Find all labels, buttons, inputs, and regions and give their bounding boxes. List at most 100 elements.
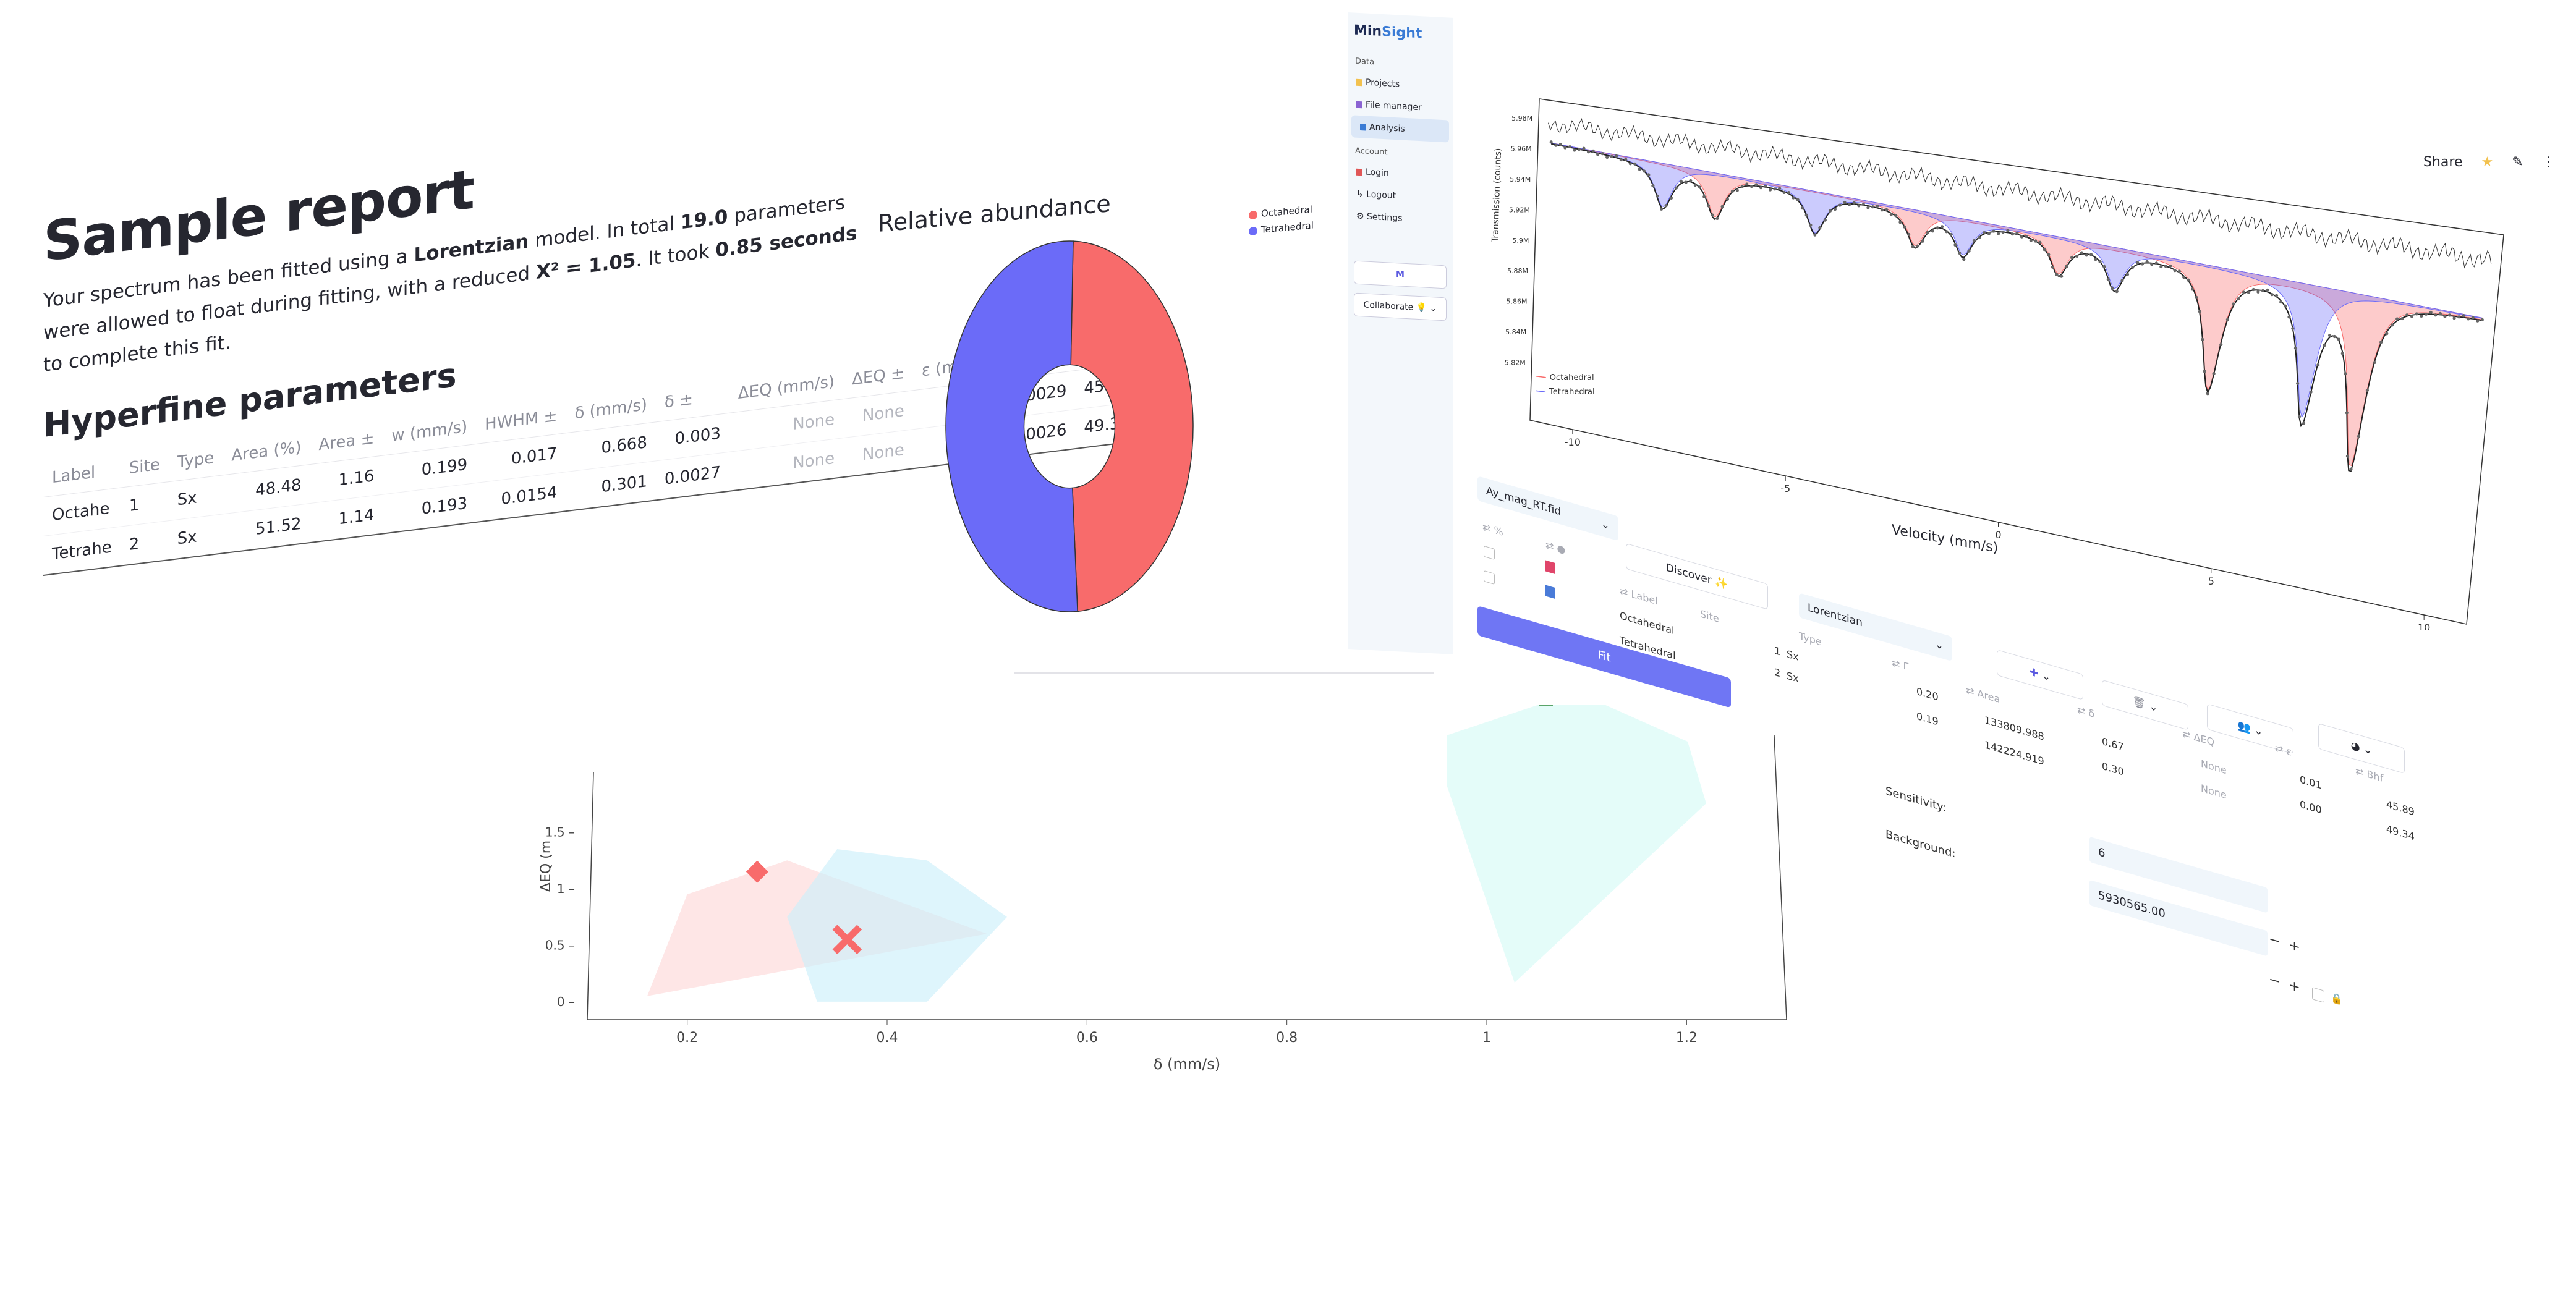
- home-icon: M: [1396, 269, 1405, 280]
- row-eps[interactable]: 0.00: [2300, 798, 2322, 816]
- row-type[interactable]: Sx: [1787, 669, 1799, 685]
- data-point: [2080, 251, 2084, 255]
- lock-checkbox[interactable]: [2312, 987, 2324, 1003]
- data-point: [1953, 243, 1957, 247]
- data-point: [2327, 334, 2332, 337]
- data-point: [1698, 185, 1702, 189]
- background-stepper[interactable]: − +: [2269, 931, 2300, 956]
- row-delta[interactable]: 0.30: [2102, 760, 2124, 778]
- data-point: [2438, 311, 2442, 315]
- share-button[interactable]: Share: [2423, 154, 2463, 170]
- row-color-octahedral[interactable]: [1545, 560, 1555, 575]
- data-point: [1605, 155, 1609, 159]
- data-point: [2047, 253, 2051, 256]
- data-point: [1554, 143, 1558, 147]
- row-bhf[interactable]: 49.34: [2386, 823, 2415, 843]
- data-point: [2051, 265, 2055, 269]
- data-point: [1972, 239, 1976, 243]
- data-point: [2060, 274, 2064, 278]
- data-point: [2283, 304, 2287, 308]
- data-point: [2457, 315, 2461, 319]
- row-area[interactable]: 133809.988: [1984, 714, 2044, 743]
- row-deq[interactable]: None: [2201, 757, 2227, 777]
- row-delta[interactable]: 0.67: [2102, 735, 2124, 753]
- folder-icon: [1356, 78, 1362, 86]
- data-point: [2237, 297, 2240, 300]
- row-gamma[interactable]: 0.20: [1916, 685, 1939, 703]
- data-point: [1987, 232, 1991, 235]
- add-component-button[interactable]: ✚ ⌄: [1997, 649, 2083, 701]
- row-area[interactable]: 142224.919: [1984, 739, 2044, 768]
- col-site-header: Site: [1700, 607, 1719, 625]
- data-point: [1759, 186, 1763, 190]
- x-axis-label: δ (mm/s): [1154, 1056, 1220, 1073]
- logo-text-b: Sight: [1382, 23, 1422, 42]
- data-point: [1992, 229, 1996, 233]
- data-point: [1866, 206, 1870, 209]
- row-checkbox[interactable]: [1484, 545, 1495, 561]
- sidebar-home-button[interactable]: M: [1354, 260, 1447, 289]
- row-deq[interactable]: None: [2201, 782, 2227, 802]
- col-label-text: Label: [1631, 588, 1658, 607]
- more-icon[interactable]: ⋮: [2541, 154, 2556, 170]
- app-logo[interactable]: MinSight: [1348, 12, 1453, 53]
- row-bhf[interactable]: 45.89: [2386, 798, 2415, 818]
- row-label[interactable]: Octahedral: [1620, 609, 1675, 637]
- table-header-cell[interactable]: Site: [120, 446, 169, 488]
- table-cell: Sx: [168, 475, 223, 521]
- data-point: [2136, 261, 2140, 265]
- data-point: [2349, 467, 2353, 471]
- data-point: [2357, 434, 2361, 438]
- donut-title: Relative abundance: [878, 190, 1111, 237]
- data-point: [2274, 294, 2279, 297]
- row-site: 1: [1774, 644, 1781, 658]
- sidebar-item-label: Login: [1366, 167, 1389, 179]
- data-point: [2020, 235, 2023, 239]
- chevron-down-icon: ⌄: [1934, 638, 1944, 653]
- report-panel: Sample report Your spectrum has been fit…: [43, 106, 1149, 680]
- col-deq-header: ⇄ ΔEQ: [2182, 727, 2215, 748]
- data-point: [1804, 213, 1808, 217]
- x-tick-label: -5: [1780, 483, 1790, 494]
- data-point: [2462, 314, 2465, 318]
- data-point: [1573, 148, 1576, 152]
- data-point: [1962, 258, 1966, 261]
- data-point: [2203, 370, 2206, 373]
- data-point: [2385, 332, 2389, 336]
- delete-component-button[interactable]: 🗑 ⌄: [2102, 679, 2188, 730]
- data-point: [2173, 269, 2177, 273]
- tetrahedral-region: [787, 849, 1007, 1002]
- data-point: [1689, 179, 1693, 182]
- row-gamma[interactable]: 0.19: [1916, 709, 1939, 728]
- y-axis-label: Transmission (counts): [1490, 148, 1503, 243]
- data-point: [2120, 279, 2124, 282]
- y-tick-label: 5.82M: [1505, 358, 1526, 366]
- data-point: [2006, 229, 2010, 233]
- collaborate-label: Collaborate 💡: [1363, 300, 1427, 313]
- row-checkbox[interactable]: [1484, 570, 1495, 585]
- row-color-tetrahedral[interactable]: [1545, 585, 1555, 599]
- edit-icon[interactable]: ✎: [2512, 154, 2523, 170]
- data-point: [2340, 352, 2344, 355]
- data-point: [1916, 244, 1919, 248]
- data-point: [1591, 149, 1595, 153]
- data-point: [1818, 226, 1822, 230]
- background-stepper-2[interactable]: − +: [2269, 971, 2300, 996]
- data-point: [2225, 318, 2229, 321]
- legend-label: Tetrahedral: [1261, 219, 1314, 235]
- fit-button[interactable]: Fit: [1477, 606, 1731, 708]
- data-point: [2467, 317, 2470, 321]
- row-type[interactable]: Sx: [1787, 648, 1799, 664]
- data-point: [2098, 260, 2102, 264]
- star-icon[interactable]: ★: [2481, 154, 2494, 170]
- col-area-header: ⇄ Area: [1966, 684, 2000, 706]
- data-point: [2102, 265, 2106, 269]
- table-header-cell[interactable]: Type: [168, 439, 223, 482]
- collaborate-button[interactable]: Collaborate 💡 ⌄: [1354, 292, 1447, 321]
- data-point: [2293, 346, 2298, 350]
- data-point: [1787, 191, 1791, 195]
- chevron-down-icon: ⌄: [2149, 700, 2158, 715]
- row-eps[interactable]: 0.01: [2300, 773, 2322, 792]
- donut-slice-octahedral: [1070, 240, 1194, 612]
- data-point: [1577, 147, 1581, 151]
